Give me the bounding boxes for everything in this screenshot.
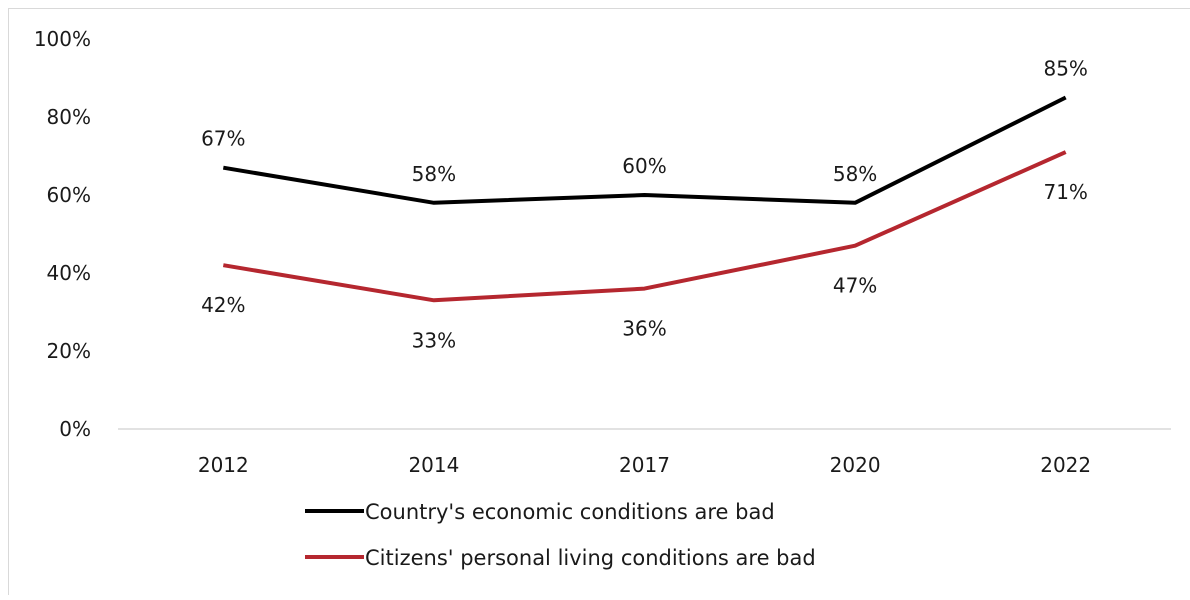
y-tick-label: 80% <box>47 105 91 129</box>
x-tick-label: 2014 <box>408 453 459 477</box>
y-tick-label: 20% <box>47 339 91 363</box>
y-tick-label: 40% <box>47 261 91 285</box>
x-tick-label: 2017 <box>619 453 670 477</box>
data-label: 85% <box>1043 57 1087 81</box>
y-tick-label: 0% <box>59 417 91 441</box>
data-label: 71% <box>1043 180 1087 204</box>
data-label: 33% <box>412 328 456 352</box>
data-label: 36% <box>622 317 666 341</box>
y-tick-label: 60% <box>47 183 91 207</box>
x-tick-label: 2012 <box>198 453 249 477</box>
chart-frame: 0% 20% 40% 60% 80% 100% 2012 2014 2017 2020 2022 67… <box>8 8 1190 595</box>
data-label: 42% <box>201 293 245 317</box>
y-tick-label: 100% <box>34 27 91 51</box>
x-tick-label: 2022 <box>1040 453 1091 477</box>
legend-label-1: Country's economic conditions are bad <box>365 500 775 524</box>
data-label: 58% <box>412 162 456 186</box>
data-label: 60% <box>622 154 666 178</box>
data-label: 47% <box>833 274 877 298</box>
data-label: 67% <box>201 127 245 151</box>
series-line-2 <box>222 150 1067 303</box>
series-line-1 <box>222 95 1067 205</box>
legend-label-2: Citizens' personal living conditions are… <box>365 546 816 570</box>
x-tick-label: 2020 <box>830 453 881 477</box>
line-chart: 0% 20% 40% 60% 80% 100% 2012 2014 2017 2020 2022 67… <box>34 27 1171 570</box>
data-label: 58% <box>833 162 877 186</box>
